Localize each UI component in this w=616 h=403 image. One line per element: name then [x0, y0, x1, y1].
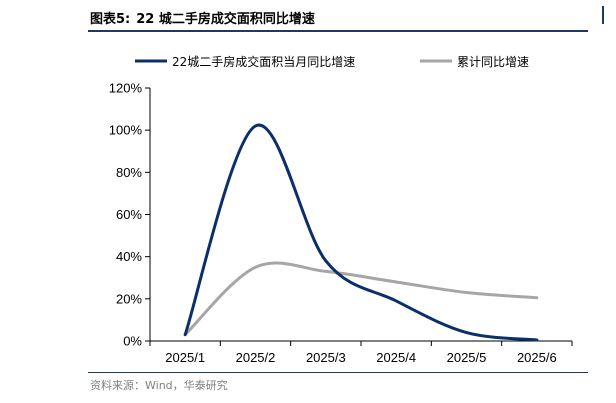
figure-title-text: 22 城二手房成交面积同比增速	[136, 12, 315, 27]
y-tick-label: 60%	[116, 207, 142, 222]
x-tick-label: 2025/6	[517, 350, 557, 365]
legend-label-monthly: 22城二手房成交面积当月同比增速	[172, 54, 355, 69]
y-tick-label: 120%	[109, 81, 143, 96]
y-tick-label: 20%	[116, 291, 142, 306]
x-tick-label: 2025/1	[165, 350, 205, 365]
y-tick-label: 0%	[123, 334, 142, 349]
legend-label-cumulative: 累计同比增速	[457, 55, 529, 69]
x-tick-label: 2025/5	[447, 350, 487, 365]
x-tick-label: 2025/3	[306, 350, 346, 365]
legend: 22城二手房成交面积当月同比增速 累计同比增速	[135, 54, 529, 69]
series-line-monthly	[183, 123, 539, 342]
top-rule	[88, 30, 588, 32]
side-mark	[602, 6, 616, 24]
series-group	[183, 123, 539, 342]
y-tick-label: 80%	[116, 165, 142, 180]
bottom-rule	[88, 372, 588, 373]
x-tick-label: 2025/2	[236, 350, 276, 365]
x-tick-label: 2025/4	[376, 350, 416, 365]
figure-label: 图表5:	[90, 12, 131, 27]
y-tick-label: 40%	[116, 249, 142, 264]
y-tick-label: 100%	[109, 123, 143, 138]
source-note: 资料来源：Wind，华泰研究	[90, 379, 228, 392]
figure-title: 图表5: 22 城二手房成交面积同比增速	[90, 8, 315, 27]
series-line-cumulative	[183, 261, 539, 337]
axes: 0% 20% 40% 60% 80% 100% 120% 2025/1 2025/2 2025/3…	[109, 81, 573, 365]
